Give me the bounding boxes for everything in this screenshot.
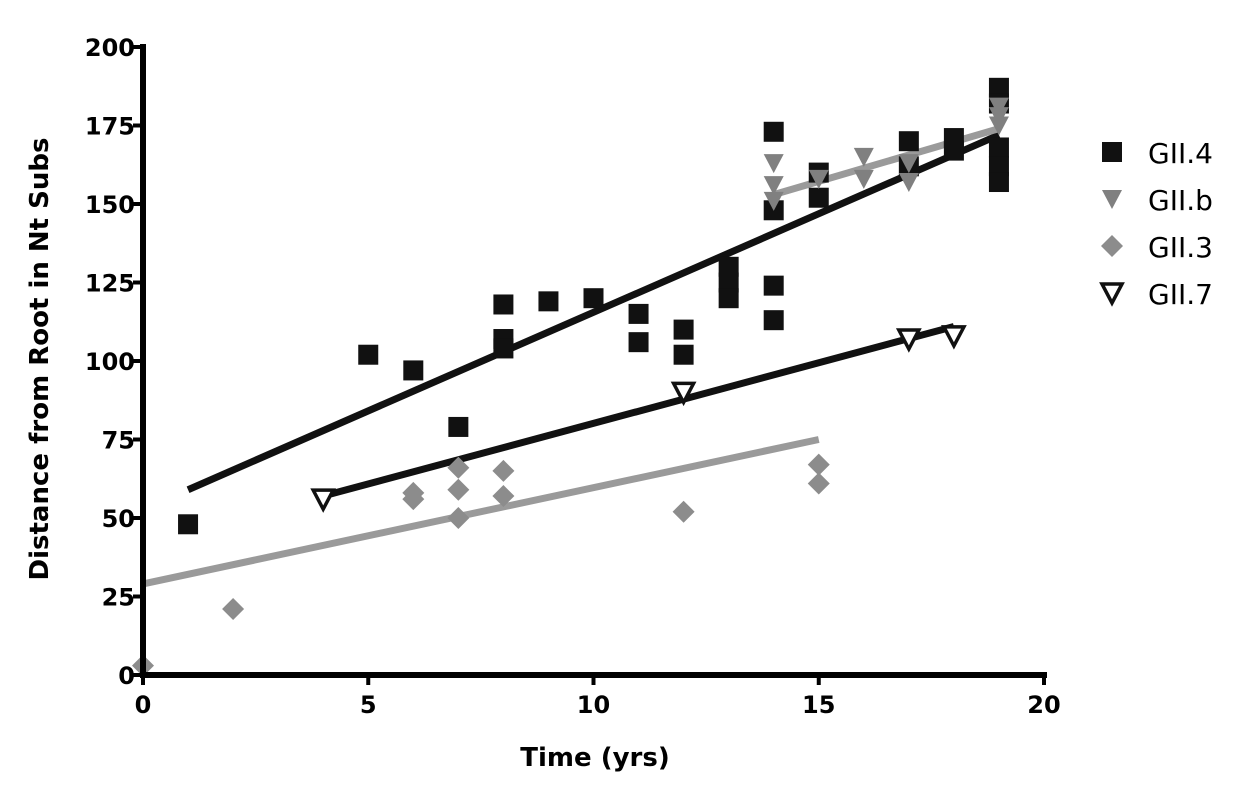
data-point-gii-4 xyxy=(448,416,469,437)
data-point-gii-3 xyxy=(447,507,470,529)
data-point-gii-b xyxy=(763,154,784,174)
y-tick-label: 0 xyxy=(118,662,135,690)
data-point-gii-3 xyxy=(447,456,470,479)
legend-marker-gii-b xyxy=(1102,190,1122,209)
data-point-gii-3 xyxy=(447,478,470,501)
legend-label-gii-b: GII.b xyxy=(1148,184,1213,217)
data-point-gii-7 xyxy=(670,381,697,407)
data-point-gii-b xyxy=(853,147,874,167)
legend-marker-gii-4 xyxy=(1102,142,1122,162)
y-tick-label: 75 xyxy=(102,427,135,455)
data-point-gii-3 xyxy=(807,453,830,476)
data-point-gii-7 xyxy=(310,488,337,513)
data-point-gii-4 xyxy=(583,288,604,309)
x-tick-label: 20 xyxy=(1027,691,1060,719)
data-point-gii-4 xyxy=(718,288,739,309)
data-point-gii-3 xyxy=(492,459,515,482)
legend-marker-gii-7 xyxy=(1099,282,1125,307)
data-point-gii-b xyxy=(898,154,919,174)
data-points xyxy=(132,77,1009,677)
trend-line-gii-4 xyxy=(186,131,1001,493)
data-point-gii-4 xyxy=(673,344,694,365)
y-tick-label: 150 xyxy=(85,191,135,219)
data-point-gii-4 xyxy=(988,172,1009,193)
trend-line-gii-7 xyxy=(322,323,955,500)
data-point-gii-4 xyxy=(403,360,424,381)
data-point-gii-4 xyxy=(493,294,514,315)
data-point-gii-4 xyxy=(898,131,919,152)
data-point-gii-4 xyxy=(178,514,199,535)
legend-label-gii-3: GII.3 xyxy=(1148,231,1213,264)
data-point-gii-3 xyxy=(222,598,245,621)
data-point-gii-7 xyxy=(941,325,967,350)
data-point-gii-4 xyxy=(943,140,964,161)
data-point-gii-3 xyxy=(492,485,515,508)
data-point-gii-4 xyxy=(628,303,649,324)
data-point-gii-b xyxy=(988,116,1009,136)
data-point-gii-4 xyxy=(988,156,1009,177)
data-point-gii-4 xyxy=(628,332,649,353)
data-point-gii-b xyxy=(763,176,784,196)
data-point-gii-3 xyxy=(807,472,830,495)
y-axis-title: Distance from Root in Nt Subs xyxy=(25,138,55,581)
trend-line-gii-3 xyxy=(142,436,820,588)
legend-label-gii-7: GII.7 xyxy=(1148,278,1213,311)
data-point-gii-4 xyxy=(493,338,514,359)
data-point-gii-3 xyxy=(402,488,425,511)
data-point-gii-b xyxy=(853,169,874,189)
data-point-gii-4 xyxy=(718,256,739,277)
x-tick-label: 5 xyxy=(360,691,377,719)
y-tick-label: 50 xyxy=(102,505,135,533)
y-tick-label: 25 xyxy=(102,584,135,612)
y-tick-label: 100 xyxy=(85,348,135,376)
data-point-gii-4 xyxy=(808,187,829,208)
data-point-gii-b xyxy=(763,191,784,211)
x-axis-title: Time (yrs) xyxy=(520,743,669,773)
data-point-gii-4 xyxy=(673,319,694,340)
data-point-gii-4 xyxy=(988,77,1009,98)
data-point-gii-4 xyxy=(718,272,739,293)
data-point-gii-4 xyxy=(763,310,784,331)
data-point-gii-4 xyxy=(358,344,379,365)
data-point-gii-b xyxy=(898,173,919,193)
data-point-gii-3 xyxy=(672,500,695,523)
data-point-gii-4 xyxy=(763,121,784,142)
data-point-gii-7 xyxy=(895,328,922,353)
data-point-gii-b xyxy=(808,169,829,189)
x-tick-label: 10 xyxy=(577,691,610,719)
data-point-gii-4 xyxy=(763,275,784,296)
legend-label-gii-4: GII.4 xyxy=(1148,137,1213,170)
y-tick-label: 200 xyxy=(85,34,135,62)
legend-marker-gii-3 xyxy=(1101,235,1123,257)
data-point-gii-4 xyxy=(538,291,559,312)
x-tick-label: 0 xyxy=(135,691,152,719)
trend-lines xyxy=(142,125,1001,588)
data-point-gii-4 xyxy=(988,137,1009,158)
x-tick-label: 15 xyxy=(802,691,835,719)
y-tick-label: 175 xyxy=(85,113,135,141)
y-tick-label: 125 xyxy=(85,270,135,298)
legend: GII.4 GII.b GII.3 GII.7 xyxy=(1099,137,1213,311)
